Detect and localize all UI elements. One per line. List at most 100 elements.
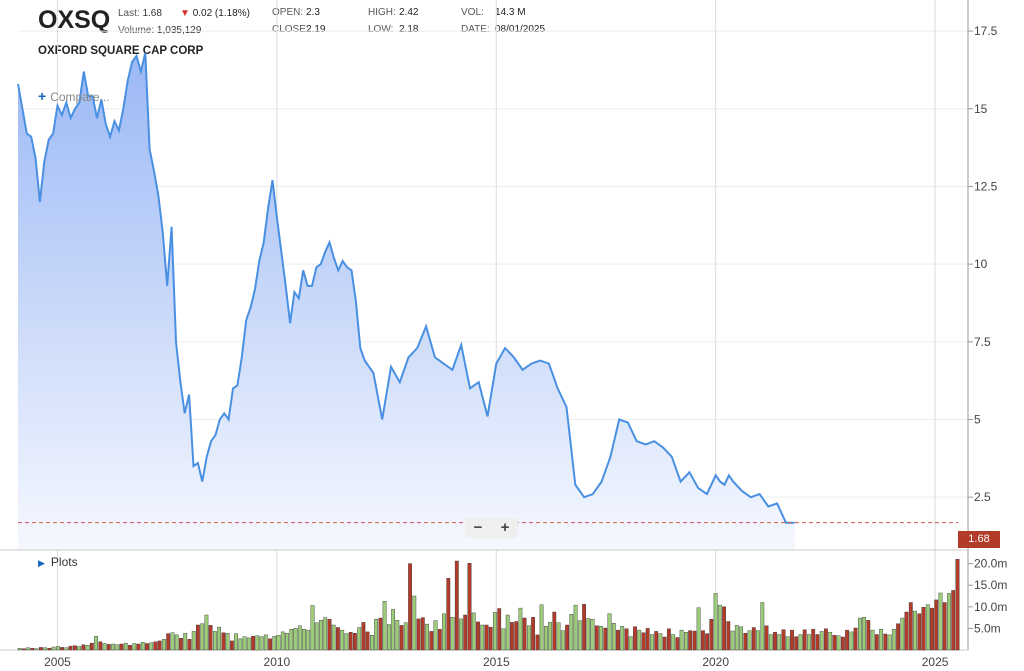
vol-label: VOL: — [461, 7, 484, 18]
volume-bar — [442, 613, 446, 651]
volume-bar — [395, 620, 400, 651]
volume-bar — [811, 629, 816, 651]
volume-bar — [692, 630, 697, 651]
volume-bar — [531, 617, 536, 651]
zoom-out-button[interactable]: − — [473, 519, 483, 536]
volume-value: 1,035,129 — [156, 25, 202, 36]
volume-tick-label: 20.0m — [974, 557, 1007, 571]
price-tick-label: 7.5 — [974, 335, 991, 349]
volume-bar — [128, 645, 132, 651]
volume-bar — [726, 621, 731, 651]
price-tick-label: 2.5 — [974, 490, 991, 504]
volume-bar — [136, 643, 141, 651]
volume-bar — [446, 578, 451, 651]
volume-bar — [514, 621, 519, 651]
volume-bar — [22, 648, 26, 651]
volume-bar — [229, 640, 234, 651]
volume-bar — [111, 643, 116, 651]
volume-bar — [361, 622, 366, 651]
volume-bar — [437, 629, 442, 651]
volume-bar — [412, 595, 417, 651]
volume-bar — [467, 563, 472, 651]
volume-bar — [679, 629, 684, 651]
volume-bar — [285, 633, 289, 651]
volume-bar — [488, 626, 493, 651]
volume-bar — [123, 642, 128, 651]
volume-label: Volume: — [118, 25, 155, 36]
volume-bar — [450, 617, 455, 651]
volume-bar — [336, 627, 340, 651]
volume-bar — [263, 634, 268, 651]
compare-button[interactable]: + Compare... — [38, 88, 110, 104]
volume-bar — [722, 606, 727, 651]
volume-bar — [645, 628, 650, 651]
volume-bar — [832, 635, 837, 651]
volume-bar — [560, 630, 565, 651]
volume-bar — [607, 613, 612, 651]
volume-bar — [586, 618, 591, 651]
open-value: 2.3 — [306, 7, 320, 18]
volume-bar — [454, 560, 459, 651]
year-tick-label: 2005 — [44, 655, 71, 669]
volume-bar — [955, 559, 960, 651]
volume-bar — [883, 633, 888, 651]
volume-bar — [891, 629, 896, 651]
price-tick-label: 12.5 — [974, 179, 998, 193]
volume-bar — [510, 622, 514, 651]
volume-bar — [72, 645, 77, 651]
volume-bar — [747, 630, 752, 651]
volume-bar — [845, 629, 850, 651]
volume-bar — [739, 626, 744, 651]
volume-bar — [527, 625, 531, 651]
volume-bar — [26, 647, 31, 651]
volume-bar — [841, 636, 845, 651]
volume-bar — [459, 618, 463, 651]
date-label: DATE: — [461, 24, 490, 35]
volume-bar — [217, 626, 221, 651]
volume-bar — [238, 638, 243, 651]
zoom-controls: − + — [465, 518, 518, 538]
volume-bar — [30, 648, 35, 651]
volume-bar — [624, 628, 629, 651]
last-label: Last: — [118, 8, 140, 19]
volume-bar — [768, 634, 773, 651]
volume-bar — [221, 632, 226, 651]
volume-bar — [382, 601, 387, 651]
volume-bar — [577, 620, 582, 651]
last-price-tag: 1.68 — [958, 531, 1000, 548]
volume-bar — [242, 636, 247, 651]
volume-bar — [798, 634, 803, 651]
volume-bar — [590, 619, 595, 651]
volume-bar — [302, 629, 306, 651]
volume-bar — [539, 604, 544, 651]
volume-bar — [870, 629, 875, 651]
volume-bar — [828, 632, 833, 651]
low-value: 2.18 — [399, 24, 419, 35]
volume-bar — [331, 624, 336, 651]
volume-bar — [756, 630, 760, 651]
price-tick-label: 15 — [974, 102, 988, 116]
volume-bar — [47, 648, 52, 651]
volume-bar — [68, 645, 73, 651]
volume-bar — [106, 644, 111, 651]
volume-bar — [654, 631, 659, 651]
volume-bar — [246, 637, 251, 651]
volume-bar — [921, 607, 926, 651]
volume-bar — [522, 617, 527, 651]
price-tick-label: 10 — [974, 257, 988, 271]
volume-bar — [908, 602, 913, 651]
zoom-in-button[interactable]: + — [500, 519, 510, 536]
volume-bar — [785, 636, 790, 651]
volume-bar — [807, 634, 811, 651]
price-change: ▼ 0.02 (1.18%) — [180, 8, 250, 19]
volume-bar — [39, 647, 43, 651]
plots-toggle[interactable]: ▶ Plots — [38, 555, 78, 569]
volume-bar — [925, 604, 930, 651]
volume-bar — [836, 635, 841, 651]
high-value: 2.42 — [399, 7, 419, 18]
volume-bar — [378, 617, 383, 651]
volume-bar — [603, 627, 608, 651]
volume-bar — [145, 643, 149, 651]
volume-bar — [348, 632, 353, 651]
